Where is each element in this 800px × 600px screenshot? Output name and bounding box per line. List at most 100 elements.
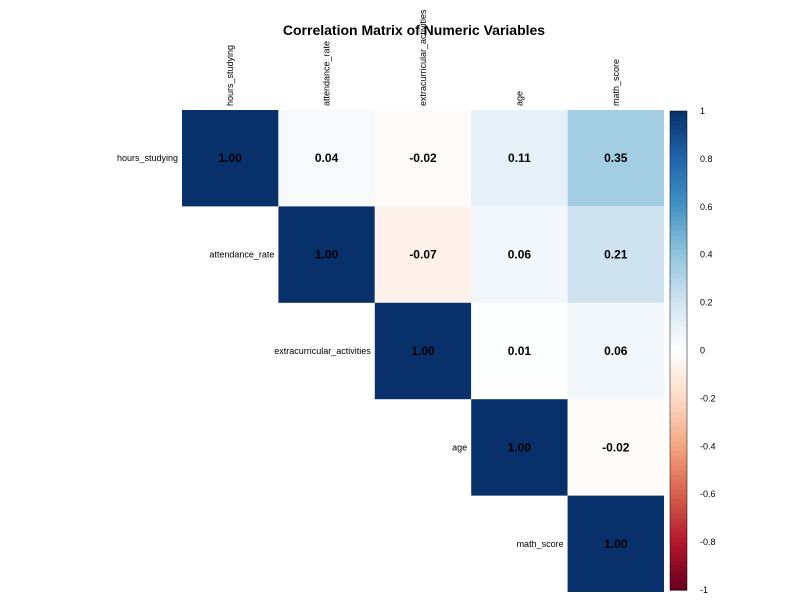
legend-swatch [670,489,687,495]
legend-border [669,110,688,591]
legend-tick-label: 1 [700,106,705,116]
legend-swatch [670,312,687,318]
legend-swatch [670,158,687,165]
column-labels: hours_studying attendance_rate extracurric… [225,9,621,106]
cell-value-extracurricular_activities-age: 0.01 [508,344,532,358]
heatmap-cell-hours_studying-age [471,110,568,207]
legend-swatch [670,202,687,208]
legend-swatch [670,259,687,265]
legend-swatch [670,245,687,251]
legend-swatch [670,316,687,323]
heatmap-cell-hours_studying-extracurricular_activities [374,110,472,207]
heatmap-cell-extracurricular_activities-extracurricular_activities [374,302,472,400]
legend-tick-label: -0.6 [700,489,716,499]
legend-swatch [670,321,687,328]
legend-swatch [670,216,687,222]
legend-swatch [670,149,687,155]
cell-value-extracurricular_activities-math_score: 0.06 [604,344,628,358]
heatmap-cell-attendance_rate-age [471,206,568,303]
heatmap-cell-math_score-math_score [567,495,664,592]
legend-swatch [670,340,687,347]
legend-swatch [670,249,687,256]
legend-swatch [670,422,687,428]
legend-swatch [670,182,687,189]
legend-swatch [670,111,687,117]
cell-value-attendance_rate-extracurricular_activities: -0.07 [409,248,437,262]
legend-swatch [670,518,687,524]
legend-swatch [670,446,687,452]
legend-swatch [670,570,687,577]
legend-swatch [670,431,687,438]
legend-swatch [670,484,687,491]
legend-swatch [670,470,687,476]
legend-swatch [670,417,687,423]
legend-swatch [670,350,687,356]
legend-swatch [670,575,687,582]
legend-swatch [670,355,687,361]
legend-tick-label: -0.4 [700,441,716,451]
cell-value-hours_studying-hours_studying: 1.00 [219,151,243,165]
column-label-hours_studying: hours_studying [225,45,235,106]
row-label-age: age [452,442,467,452]
legend-swatch [670,178,687,184]
cell-value-hours_studying-extracurricular_activities: -0.02 [409,151,437,165]
legend-swatch [670,522,687,529]
legend-tick-label: -0.8 [700,537,716,547]
legend-swatch [670,288,687,294]
color-legend: 1 0.8 0.6 0.4 0.2 0 -0.2 -0.4 -0.6 -0.8 -1 [669,106,716,595]
legend-swatch [670,264,687,270]
cell-value-attendance_rate-math_score: 0.21 [604,248,628,262]
legend-swatch [670,546,687,553]
legend-swatch [670,187,687,194]
heatmap-cell-attendance_rate-math_score [567,206,664,303]
legend-swatch [670,120,687,126]
legend-tick-label: 0.8 [700,154,713,164]
heatmap-cell-extracurricular_activities-math_score [567,302,664,400]
legend-swatch [670,235,687,241]
legend-tick-label: 0.6 [700,202,713,212]
legend-swatch [670,585,687,591]
cell-value-attendance_rate-attendance_rate: 1.00 [315,248,339,262]
legend-swatch [670,441,687,447]
legend-swatch [670,269,687,275]
legend-swatch [670,551,687,558]
legend-swatch [670,221,687,227]
column-label-math_score: math_score [611,59,621,106]
legend-swatch [670,379,687,385]
legend-swatch [670,527,687,534]
row-label-attendance_rate: attendance_rate [209,250,274,260]
legend-swatch [670,360,687,366]
legend-swatch [670,144,687,150]
legend-swatch [670,427,687,433]
cell-value-attendance_rate-age: 0.06 [508,248,532,262]
legend-swatch [670,374,687,380]
legend-swatch [670,240,687,246]
legend-swatch [670,283,687,289]
legend-swatch [670,436,687,443]
legend-swatch [670,139,687,146]
cell-value-hours_studying-attendance_rate: 0.04 [315,151,339,165]
cell-value-hours_studying-age: 0.11 [508,151,531,165]
legend-swatch [670,384,687,390]
legend-swatch [670,513,687,519]
legend-swatch [670,566,687,572]
legend-swatch [670,278,687,285]
legend-swatch [670,532,687,538]
column-label-extracurricular_activities: extracurricular_activities [418,9,428,106]
legend-swatch [670,412,687,419]
legend-swatch [670,168,687,174]
row-label-extracurricular_activities: extracurricular_activities [274,346,371,356]
heatmap-cell-age-age [471,399,568,496]
legend-swatch [670,580,687,586]
legend-swatch [670,479,687,486]
legend-swatch [670,211,687,217]
heatmap-cell-attendance_rate-attendance_rate [278,206,375,303]
row-labels: hours_studying attendance_rate extracurric… [117,153,564,549]
legend-swatch [670,537,687,543]
legend-swatch [670,345,687,352]
legend-swatch [670,494,687,500]
legend-swatch [670,465,687,471]
legend-swatch [670,542,687,548]
heatmap-cell-hours_studying-attendance_rate [278,110,375,207]
